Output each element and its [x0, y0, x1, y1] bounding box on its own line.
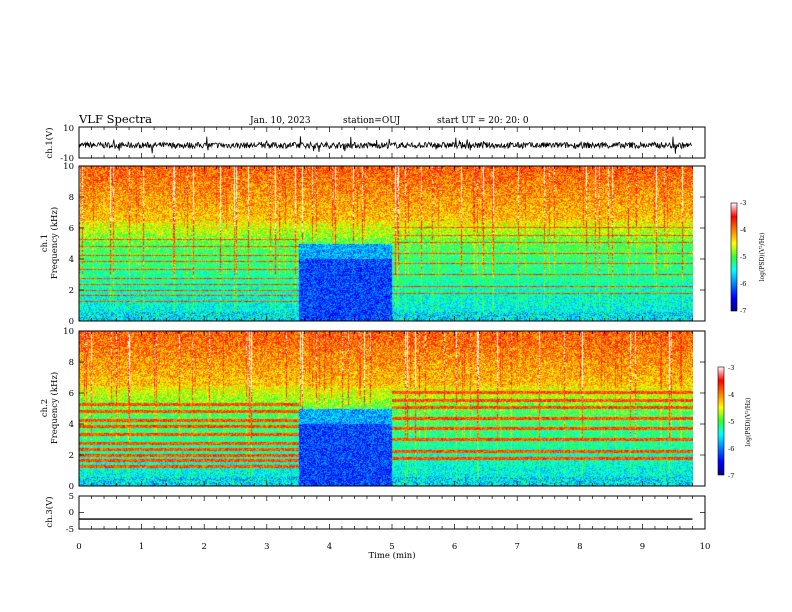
cb2-tick-m3: -3	[728, 364, 734, 372]
ch3-panel: 5 0 -5 ch.3(V)	[44, 492, 706, 535]
ch3-ytick-m5: -5	[66, 525, 74, 535]
spec1-ytick-4: 4	[69, 255, 74, 265]
spec2-ytick-4: 4	[69, 420, 74, 430]
spec1-ylabel-frequency: Frequency (kHz)	[49, 207, 60, 279]
xtick-label-3: 3	[264, 542, 269, 552]
start-time-label: start UT = 20: 20: 0	[437, 116, 529, 126]
xtick-label-8: 8	[577, 542, 582, 552]
ch3-ytick-0: 0	[69, 508, 74, 518]
cb2-tick-m7: -7	[728, 472, 734, 480]
xtick-label-7: 7	[514, 542, 519, 552]
xtick-label-9: 9	[640, 542, 645, 552]
cb1-tick-m5: -5	[740, 253, 746, 261]
cb2-tick-m5: -5	[728, 418, 734, 426]
cb2-tick-m4: -4	[728, 391, 734, 399]
date-label: Jan. 10, 2023	[249, 116, 311, 126]
spec1-colorbar: -3 -4 -5 -6 -7 log(PSD)(V²/Hz)	[730, 199, 766, 315]
ch1-spectrogram-panel: 0 2 4 6 8 10 ch.1 Frequency (kHz) -3	[40, 162, 766, 327]
spec2-ytick-8: 8	[69, 358, 74, 368]
spec1-ylabel-channel: ch.1	[40, 234, 50, 252]
spec2-ylabel-frequency: Frequency (kHz)	[49, 372, 60, 444]
cb1-tick-m7: -7	[740, 307, 746, 315]
xtick-label-0: 0	[76, 542, 81, 552]
ch3-ytick-5: 5	[69, 492, 74, 502]
ch1-waveform-panel: 10 -10 ch.1(V)	[44, 124, 706, 164]
cb1-tick-m3: -3	[740, 199, 746, 207]
spec2-ytick-6: 6	[69, 389, 74, 399]
ch1-ytick-bottom: -10	[60, 154, 74, 164]
cb2-tick-m6: -6	[728, 445, 734, 453]
x-axis: 0 1 2 3 4 5 6 7 8 9 10 Time (min)	[76, 542, 710, 561]
xtick-label-1: 1	[139, 542, 144, 552]
spec2-ytick-10: 10	[63, 327, 74, 337]
xtick-label-6: 6	[452, 542, 457, 552]
ch2-spectrogram-image	[79, 331, 693, 486]
xtick-label-2: 2	[201, 542, 206, 552]
ch1-waveform-series	[78, 136, 692, 154]
station-label: station=OUJ	[343, 116, 401, 126]
spec2-ylabel-channel: ch.2	[40, 399, 50, 417]
spec1-ytick-8: 8	[69, 193, 74, 203]
figure-title: VLF Spectra	[78, 112, 152, 126]
spec1-ytick-10: 10	[63, 162, 74, 172]
cb1-tick-m4: -4	[740, 226, 746, 234]
ch3-ylabel: ch.3(V)	[44, 496, 55, 527]
ch1-ytick-top: 10	[63, 124, 74, 134]
spec1-ytick-2: 2	[69, 286, 74, 296]
xtick-label-4: 4	[327, 542, 332, 552]
spec1-ytick-6: 6	[69, 224, 74, 234]
cb2-label: log(PSD)(V²/Hz)	[745, 398, 752, 447]
spec2-colorbar: -3 -4 -5 -6 -7 log(PSD)(V²/Hz)	[717, 364, 752, 480]
cb1-label: log(PSD)(V²/Hz)	[759, 233, 766, 282]
ch2-spectrogram-panel: 0 2 4 6 8 10 ch.2 Frequency (kHz) -3 -4 …	[40, 327, 752, 492]
ch1-ylabel: ch.1(V)	[44, 127, 55, 158]
spec2-ytick-0: 0	[69, 482, 74, 492]
cb1-tick-m6: -6	[740, 280, 746, 288]
xtick-label-5: 5	[389, 542, 394, 552]
spec1-ytick-0: 0	[69, 317, 74, 327]
x-axis-label: Time (min)	[368, 550, 415, 561]
xtick-label-10: 10	[700, 542, 711, 552]
spec2-ytick-2: 2	[69, 451, 74, 461]
ch1-spectrogram-image	[79, 166, 693, 321]
